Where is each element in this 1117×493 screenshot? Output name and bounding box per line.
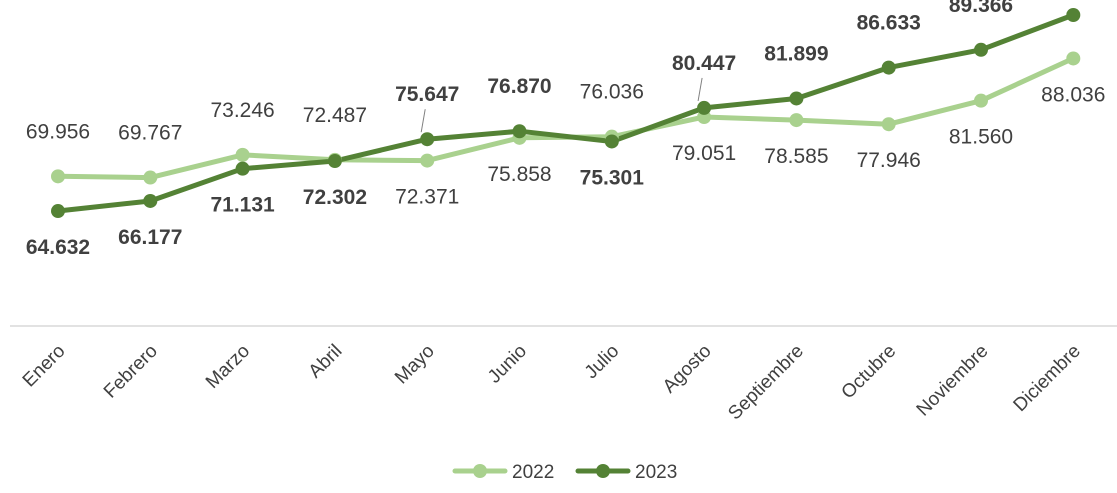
legend-label-2022: 2022 [512, 462, 554, 483]
data-label-2022-septiembre: 78.585 [764, 145, 828, 168]
data-label-2022-diciembre: 88.036 [1041, 83, 1105, 106]
point-2023-febrero [143, 193, 158, 208]
data-label-2022-mayo: 72.371 [395, 186, 459, 209]
data-label-2023-noviembre: 89.366 [949, 0, 1013, 17]
point-2022-noviembre [974, 93, 988, 108]
data-label-2022-octubre: 77.946 [857, 149, 921, 172]
x-tick-enero: Enero [19, 341, 70, 392]
data-label-2022-enero: 69.956 [26, 120, 90, 143]
data-label-2023-septiembre: 81.899 [764, 42, 828, 65]
x-tick-noviembre: Noviembre [913, 341, 993, 421]
leader-line-2023-mayo [420, 109, 426, 133]
point-2022-diciembre [1066, 51, 1081, 66]
series-markers [51, 7, 1081, 219]
point-2023-octubre [881, 60, 896, 75]
x-tick-labels: Enero Febrero Marzo Abril Mayo Junio Julio Agos… [19, 341, 1085, 425]
data-label-2022-marzo: 73.246 [210, 99, 274, 122]
x-tick-febrero: Febrero [100, 341, 162, 403]
x-tick-mayo: Mayo [391, 341, 439, 389]
point-2022-mayo [420, 153, 435, 168]
data-label-2022-julio: 76.036 [580, 81, 644, 104]
data-label-2022-febrero: 69.767 [118, 122, 182, 145]
point-2023-enero [51, 204, 65, 219]
legend-marker-2022 [473, 464, 487, 478]
data-label-2023-junio: 76.870 [487, 75, 551, 98]
x-tick-octubre: Octubre [838, 341, 901, 404]
series-line-2023 [55, 12, 1076, 214]
leader-line-2023-agosto [697, 77, 703, 102]
point-2023-abril [327, 154, 342, 169]
data-label-2023-abril: 72.302 [303, 186, 367, 209]
data-label-2023-enero: 64.632 [26, 236, 90, 259]
data-label-2023-febrero: 66.177 [118, 226, 182, 249]
leader-lines [420, 77, 703, 133]
legend: 2022 2023 [452, 462, 677, 483]
data-labels: 69.956 69.767 73.246 72.487 72.371 75.858 76.0… [26, 0, 1106, 259]
x-tick-junio: Junio [484, 341, 531, 388]
point-2023-junio [512, 124, 527, 139]
data-label-2023-julio: 75.301 [580, 166, 645, 189]
point-2022-septiembre [789, 113, 804, 128]
x-tick-diciembre: Diciembre [1010, 341, 1085, 416]
x-tick-marzo: Marzo [202, 341, 254, 393]
data-label-2023-marzo: 71.131 [210, 194, 275, 217]
x-tick-septiembre: Septiembre [724, 341, 808, 425]
point-2023-noviembre [974, 42, 988, 57]
point-2023-mayo [420, 132, 435, 147]
point-2023-julio [604, 134, 619, 149]
point-2022-octubre [881, 117, 896, 132]
data-label-2023-octubre: 86.633 [857, 12, 921, 35]
series-lines [55, 12, 1076, 214]
point-2022-marzo [235, 147, 250, 162]
point-2022-febrero [143, 170, 158, 185]
x-tick-abril: Abril [305, 341, 347, 383]
point-2023-diciembre [1066, 7, 1081, 22]
legend-label-2023: 2023 [635, 462, 677, 483]
data-label-2022-abril: 72.487 [303, 104, 367, 127]
x-tick-julio: Julio [581, 341, 623, 383]
x-tick-agosto: Agosto [659, 341, 716, 398]
data-label-2022-agosto: 79.051 [672, 142, 736, 165]
point-2023-marzo [235, 161, 250, 176]
point-2023-septiembre [789, 91, 804, 106]
data-label-2022-junio: 75.858 [487, 163, 551, 186]
point-2023-agosto [697, 100, 712, 115]
point-2022-enero [51, 169, 65, 184]
data-label-2022-noviembre: 81.560 [949, 126, 1013, 149]
data-label-2023-mayo: 75.647 [395, 83, 459, 106]
data-label-2023-agosto: 80.447 [672, 52, 736, 75]
legend-marker-2023 [596, 464, 610, 478]
